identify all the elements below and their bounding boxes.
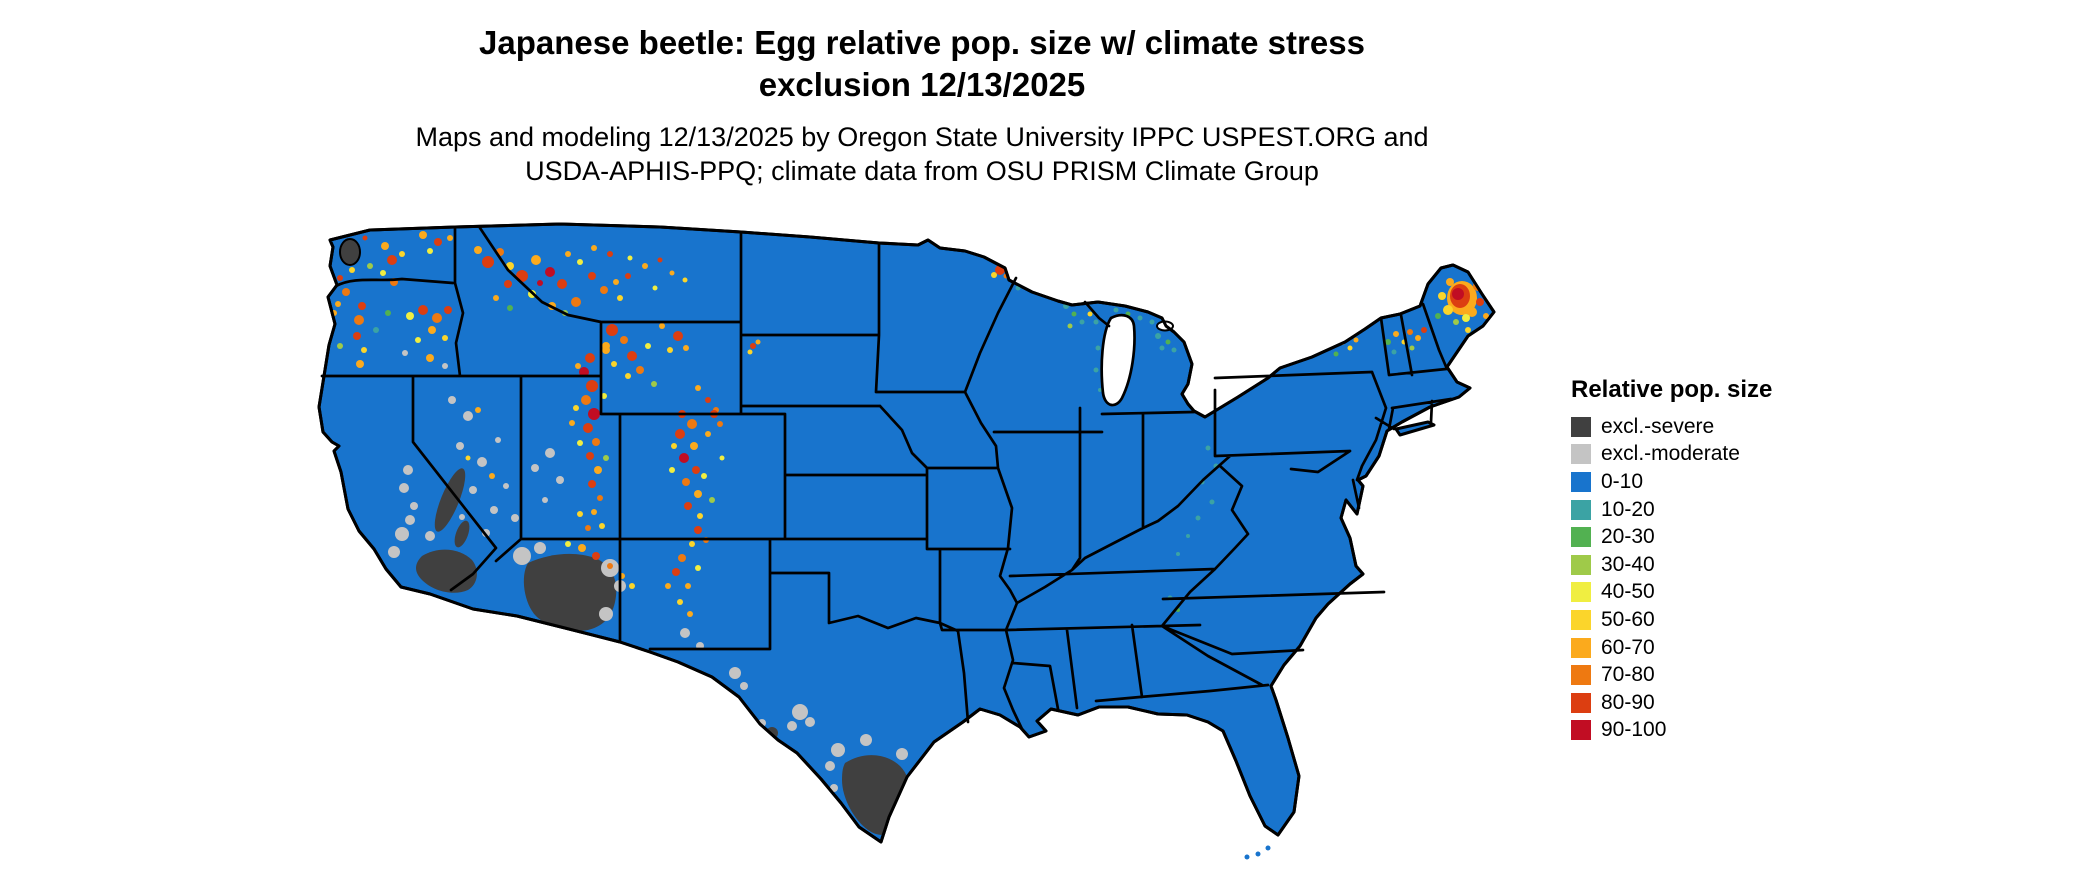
legend-label: 10-20 [1601, 497, 1655, 521]
long-island [1394, 420, 1436, 437]
legend-label: 20-30 [1601, 525, 1655, 549]
legend-label: 80-90 [1601, 690, 1655, 714]
legend-swatch-50-60 [1571, 609, 1591, 630]
exclusion-regions [339, 238, 921, 836]
figure-title-line2: exclusion 12/13/2025 [758, 66, 1086, 104]
legend-label: 70-80 [1601, 663, 1655, 687]
population-hotspots [327, 231, 1489, 617]
us-choropleth-map [317, 222, 1496, 860]
legend-swatch-excl-severe [1571, 416, 1591, 437]
legend-row: 20-30 [1571, 523, 1772, 551]
legend-row: 70-80 [1571, 661, 1772, 689]
legend-swatch-80-90 [1571, 692, 1591, 713]
legend-label: excl.-moderate [1601, 442, 1740, 466]
legend-swatch-10-20 [1571, 499, 1591, 520]
legend-label: 0-10 [1601, 469, 1644, 493]
exclusion-severe-sierra [434, 468, 466, 532]
legend-swatch-excl-moderate [1571, 444, 1591, 465]
legend-swatch-90-100 [1571, 720, 1591, 741]
figure-subtitle: Maps and modeling 12/13/2025 by Oregon S… [415, 120, 1428, 188]
legend-row: 30-40 [1571, 551, 1772, 579]
figure-title: Japanese beetle: Egg relative pop. size … [479, 22, 1365, 106]
exclusion-severe-sierra-south [454, 520, 470, 548]
legend-label: excl.-severe [1601, 414, 1715, 438]
legend-label: 90-100 [1601, 718, 1667, 742]
legend-row: 90-100 [1571, 717, 1772, 745]
figure-subtitle-line1: Maps and modeling 12/13/2025 by Oregon S… [415, 122, 1429, 152]
legend-title: Relative pop. size [1571, 376, 1773, 403]
legend-label: 60-70 [1601, 635, 1655, 659]
legend-row: 40-50 [1571, 579, 1772, 607]
us-landmass [317, 222, 1496, 844]
legend-swatch-70-80 [1571, 665, 1591, 686]
legend: Relative pop. size excl.-severe excl.-mo… [1571, 376, 1772, 744]
legend-label: 30-40 [1601, 552, 1655, 576]
legend-row: excl.-severe [1571, 413, 1772, 441]
legend-label: 40-50 [1601, 580, 1655, 604]
legend-row: excl.-moderate [1571, 441, 1772, 469]
exclusion-olympic-peninsula [339, 238, 361, 266]
legend-row: 80-90 [1571, 689, 1772, 717]
legend-row: 0-10 [1571, 468, 1772, 496]
legend-swatch-30-40 [1571, 554, 1591, 575]
legend-label: 50-60 [1601, 607, 1655, 631]
legend-row: 10-20 [1571, 496, 1772, 524]
lake-michigan [1100, 313, 1136, 407]
exclusion-severe-arizona [523, 553, 617, 632]
florida-keys [1244, 845, 1271, 860]
legend-swatch-40-50 [1571, 582, 1591, 603]
legend-swatch-60-70 [1571, 637, 1591, 658]
legend-swatch-20-30 [1571, 527, 1591, 548]
legend-row: 50-60 [1571, 606, 1772, 634]
legend-row: 60-70 [1571, 634, 1772, 662]
figure-title-line1: Japanese beetle: Egg relative pop. size … [479, 24, 1365, 61]
figure-subtitle-line2: USDA-APHIS-PPQ; climate data from OSU PR… [525, 156, 1319, 187]
legend-swatch-0-10 [1571, 471, 1591, 492]
state-borders [320, 225, 1453, 731]
